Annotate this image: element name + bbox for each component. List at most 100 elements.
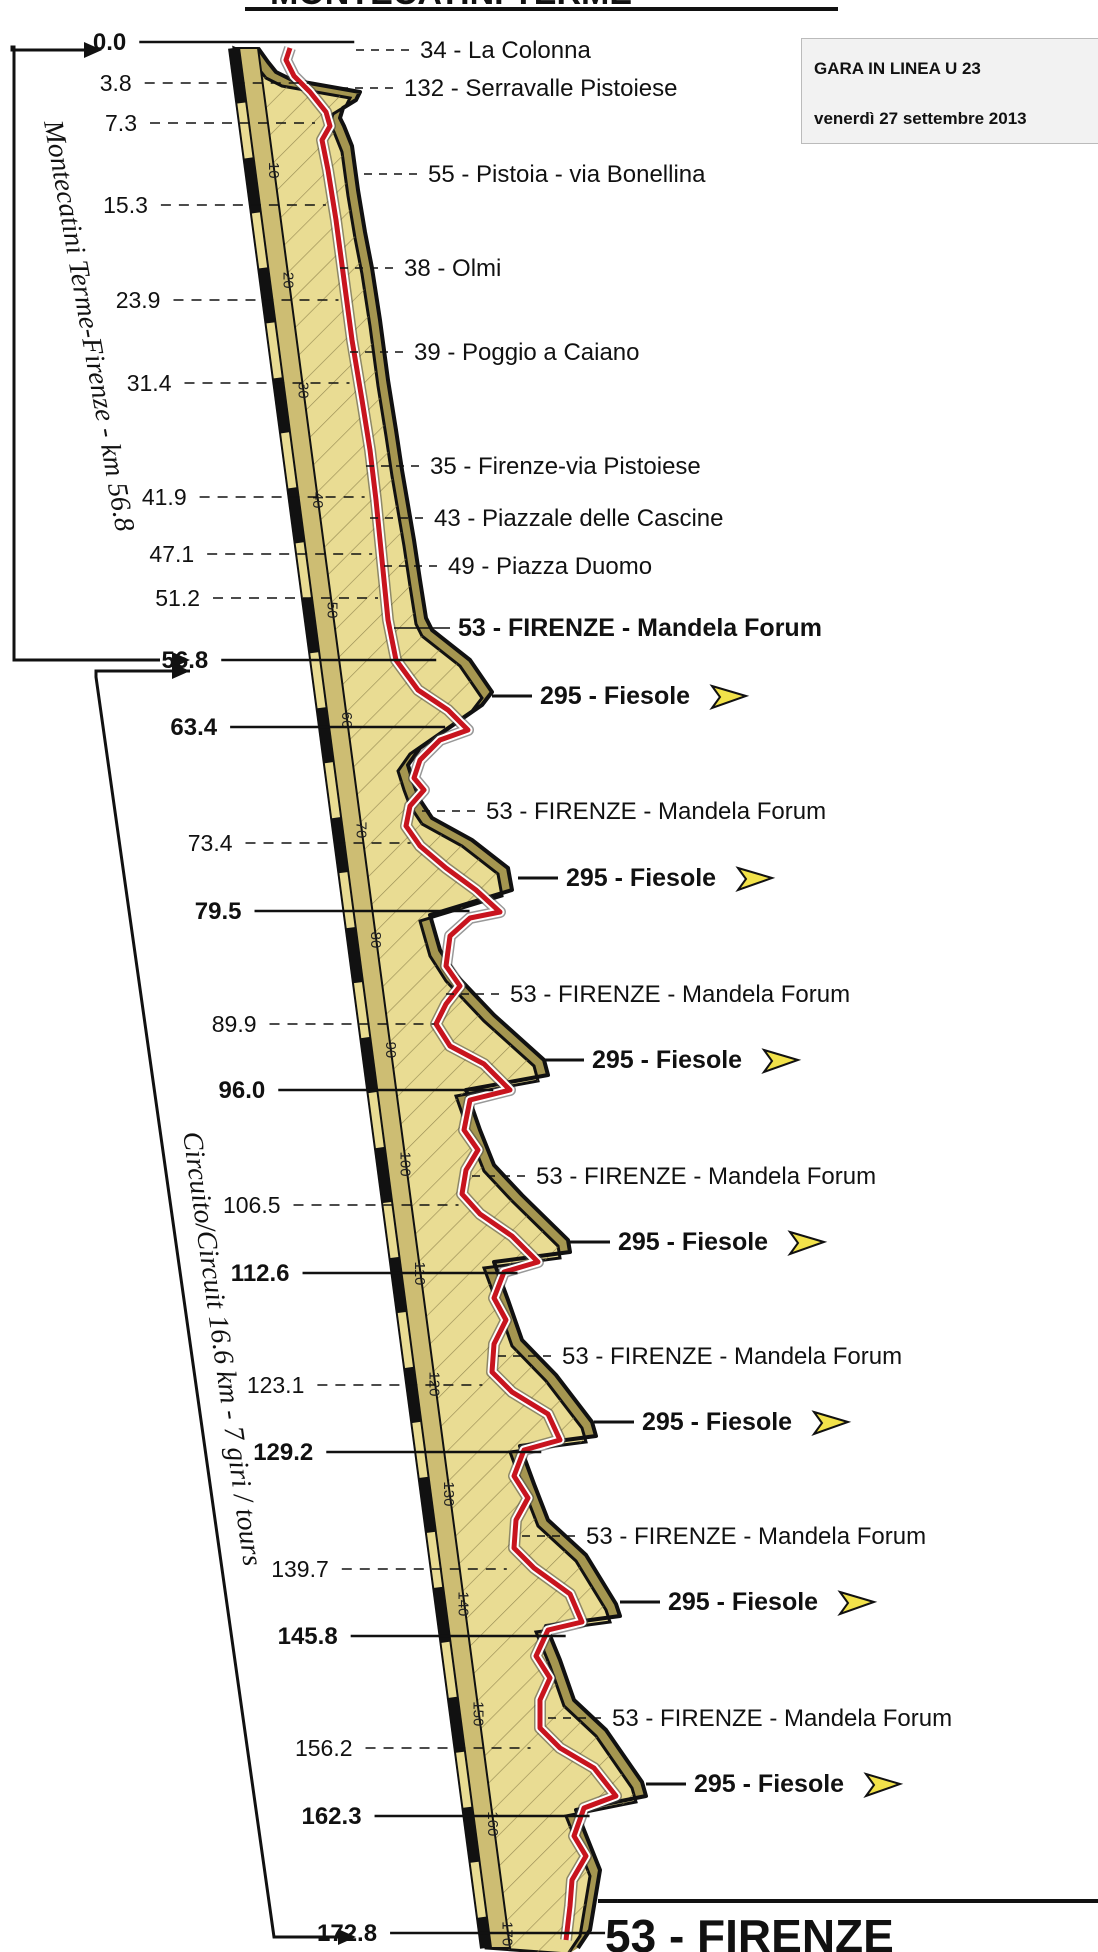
km-marker: 106.5: [223, 1192, 459, 1218]
arrow-right-icon: [172, 663, 190, 679]
svg-text:295 - Fiesole: 295 - Fiesole: [540, 682, 690, 710]
svg-text:55 - Pistoia - via Bonellina: 55 - Pistoia - via Bonellina: [428, 161, 706, 188]
arrow-right-icon: [172, 652, 190, 668]
place-label: 53 - FIRENZE - Mandela Forum: [498, 1343, 902, 1370]
axis-segment: [412, 1421, 428, 1478]
axis-tick-label: 140: [455, 1591, 472, 1616]
km-marker-label: 106.5: [223, 1192, 281, 1218]
km-marker: 15.3: [103, 192, 326, 218]
km-marker: 112.6: [231, 1260, 518, 1287]
climb-label: 295 - Fiesole: [646, 1770, 904, 1799]
place-label: 132 - Serravalle Pistoiese: [340, 75, 677, 102]
axis-tick-label: 60: [338, 712, 355, 729]
km-marker: 96.0: [219, 1077, 494, 1104]
place-label: 53 - FIRENZE - Mandela Forum: [548, 1705, 952, 1732]
km-marker: 79.5: [195, 898, 470, 925]
svg-text:43 - Piazzale delle Cascine: 43 - Piazzale delle Cascine: [434, 505, 724, 532]
place-label: 39 - Poggio a Caiano: [350, 339, 640, 366]
section-bracket-circuit: [94, 663, 356, 1945]
place-label: 43 - Piazzale delle Cascine: [370, 505, 724, 532]
km-marker-label: 15.3: [103, 192, 148, 218]
place-label: 53 - FIRENZE - Mandela Forum: [422, 798, 826, 825]
km-marker: 47.1: [149, 541, 373, 567]
axis-segment: [397, 1311, 413, 1368]
triangle-flag-icon: [837, 1590, 878, 1617]
svg-text:53 - FIRENZE - Mandela Forum: 53 - FIRENZE - Mandela Forum: [562, 1343, 902, 1370]
svg-text:39 - Poggio a Caiano: 39 - Poggio a Caiano: [414, 339, 640, 366]
place-label: 55 - Pistoia - via Bonellina: [364, 161, 706, 188]
km-marker-label: 112.6: [231, 1260, 290, 1287]
km-marker-label: 156.2: [295, 1735, 353, 1761]
km-marker-label: 47.1: [149, 541, 194, 567]
km-marker-label: 3.8: [100, 70, 132, 96]
km-marker-label: 96.0: [219, 1077, 266, 1104]
arrow-right-icon: [84, 42, 102, 58]
km-marker-label: 31.4: [127, 370, 172, 396]
km-marker: 89.9: [212, 1011, 435, 1037]
svg-text:38 - Olmi: 38 - Olmi: [404, 255, 501, 282]
svg-text:53 - FIRENZE - Mandela Forum: 53 - FIRENZE - Mandela Forum: [486, 798, 826, 825]
triangle-flag-icon: [863, 1772, 904, 1799]
place-labels: 34 - La Colonna 132 - Serravalle Pistoies…: [340, 37, 952, 1799]
km-marker: 73.4: [188, 830, 411, 856]
ridge-line: [256, 46, 648, 1950]
km-marker: 123.1: [247, 1372, 483, 1398]
axis-segment: [368, 1092, 384, 1149]
place-label: 53 - FIRENZE - Mandela Forum: [446, 981, 850, 1008]
section-bracket-first: [10, 42, 190, 668]
axis-tick-label: 100: [396, 1152, 413, 1177]
axis-segment: [353, 982, 370, 1039]
triangle-flag-icon: [709, 684, 750, 711]
km-marker: 3.8: [100, 70, 310, 96]
km-marker-label: 129.2: [253, 1439, 313, 1466]
race-date: venerdì 27 settembre 2013: [814, 109, 1027, 128]
km-marker-label: 0.0: [93, 29, 126, 56]
svg-text:53 - FIRENZE - Mandela Forum: 53 - FIRENZE - Mandela Forum: [536, 1163, 876, 1190]
race-type: GARA IN LINEA U 23: [814, 59, 981, 78]
triangle-flag-icon: [811, 1410, 852, 1437]
svg-text:53 - FIRENZE - Mandela Forum: 53 - FIRENZE - Mandela Forum: [586, 1523, 926, 1550]
svg-text:295 - Fiesole: 295 - Fiesole: [642, 1408, 792, 1436]
km-marker: 0.0: [93, 29, 355, 56]
axis-tick-label: 80: [367, 932, 384, 949]
place-label: 49 - Piazza Duomo: [384, 553, 652, 580]
svg-text:53 - FIRENZE - Mandela Forum: 53 - FIRENZE - Mandela Forum: [458, 614, 822, 642]
axis-segment: [456, 1751, 472, 1808]
axis-tick-label: 160: [484, 1811, 501, 1836]
axis-segment: [237, 102, 253, 159]
km-marker-label: 7.3: [105, 110, 137, 136]
svg-text:295 - Fiesole: 295 - Fiesole: [694, 1770, 844, 1798]
triangle-flag-icon: [787, 1230, 828, 1257]
place-label: 53 - FIRENZE - Mandela Forum: [522, 1523, 926, 1550]
km-marker: 145.8: [278, 1623, 566, 1650]
axis-tick-label: 70: [353, 822, 370, 839]
svg-text:132 - Serravalle Pistoiese: 132 - Serravalle Pistoiese: [404, 75, 677, 102]
km-marker: 162.3: [301, 1803, 590, 1830]
axis-tick-label: 40: [309, 492, 326, 509]
km-marker: 63.4: [170, 714, 446, 741]
axis-tick-label: 150: [469, 1701, 486, 1726]
climb-label: 295 - Fiesole: [492, 682, 750, 711]
km-marker-label: 139.7: [271, 1556, 329, 1582]
triangle-flag-icon: [735, 866, 776, 893]
svg-text:295 - Fiesole: 295 - Fiesole: [566, 864, 716, 892]
axis-segment: [470, 1861, 486, 1918]
km-marker: 139.7: [271, 1556, 507, 1582]
km-marker: 41.9: [142, 484, 365, 510]
section-label-first: Montecatini Terme-Firenze - km 56.8: [37, 117, 140, 534]
place-label: 53 - FIRENZE - Mandela Forum: [394, 614, 822, 642]
axis-segment: [310, 652, 326, 709]
arrow-right-icon: [338, 1929, 356, 1945]
title-text: MONTECATINI TERME: [270, 0, 632, 12]
km-marker: 129.2: [253, 1439, 542, 1466]
axis-segment: [339, 872, 355, 929]
svg-text:295 - Fiesole: 295 - Fiesole: [668, 1588, 818, 1616]
km-marker-label: 51.2: [155, 585, 200, 611]
svg-text:35 - Firenze-via Pistoiese: 35 - Firenze-via Pistoiese: [430, 453, 701, 480]
climb-label: 295 - Fiesole: [518, 864, 776, 893]
axis-tick-label: 90: [382, 1042, 399, 1059]
climb-label: 295 - Fiesole: [594, 1408, 852, 1437]
finish-label: 53 - FIRENZE: [605, 1910, 894, 1952]
axis-segment: [383, 1201, 399, 1259]
